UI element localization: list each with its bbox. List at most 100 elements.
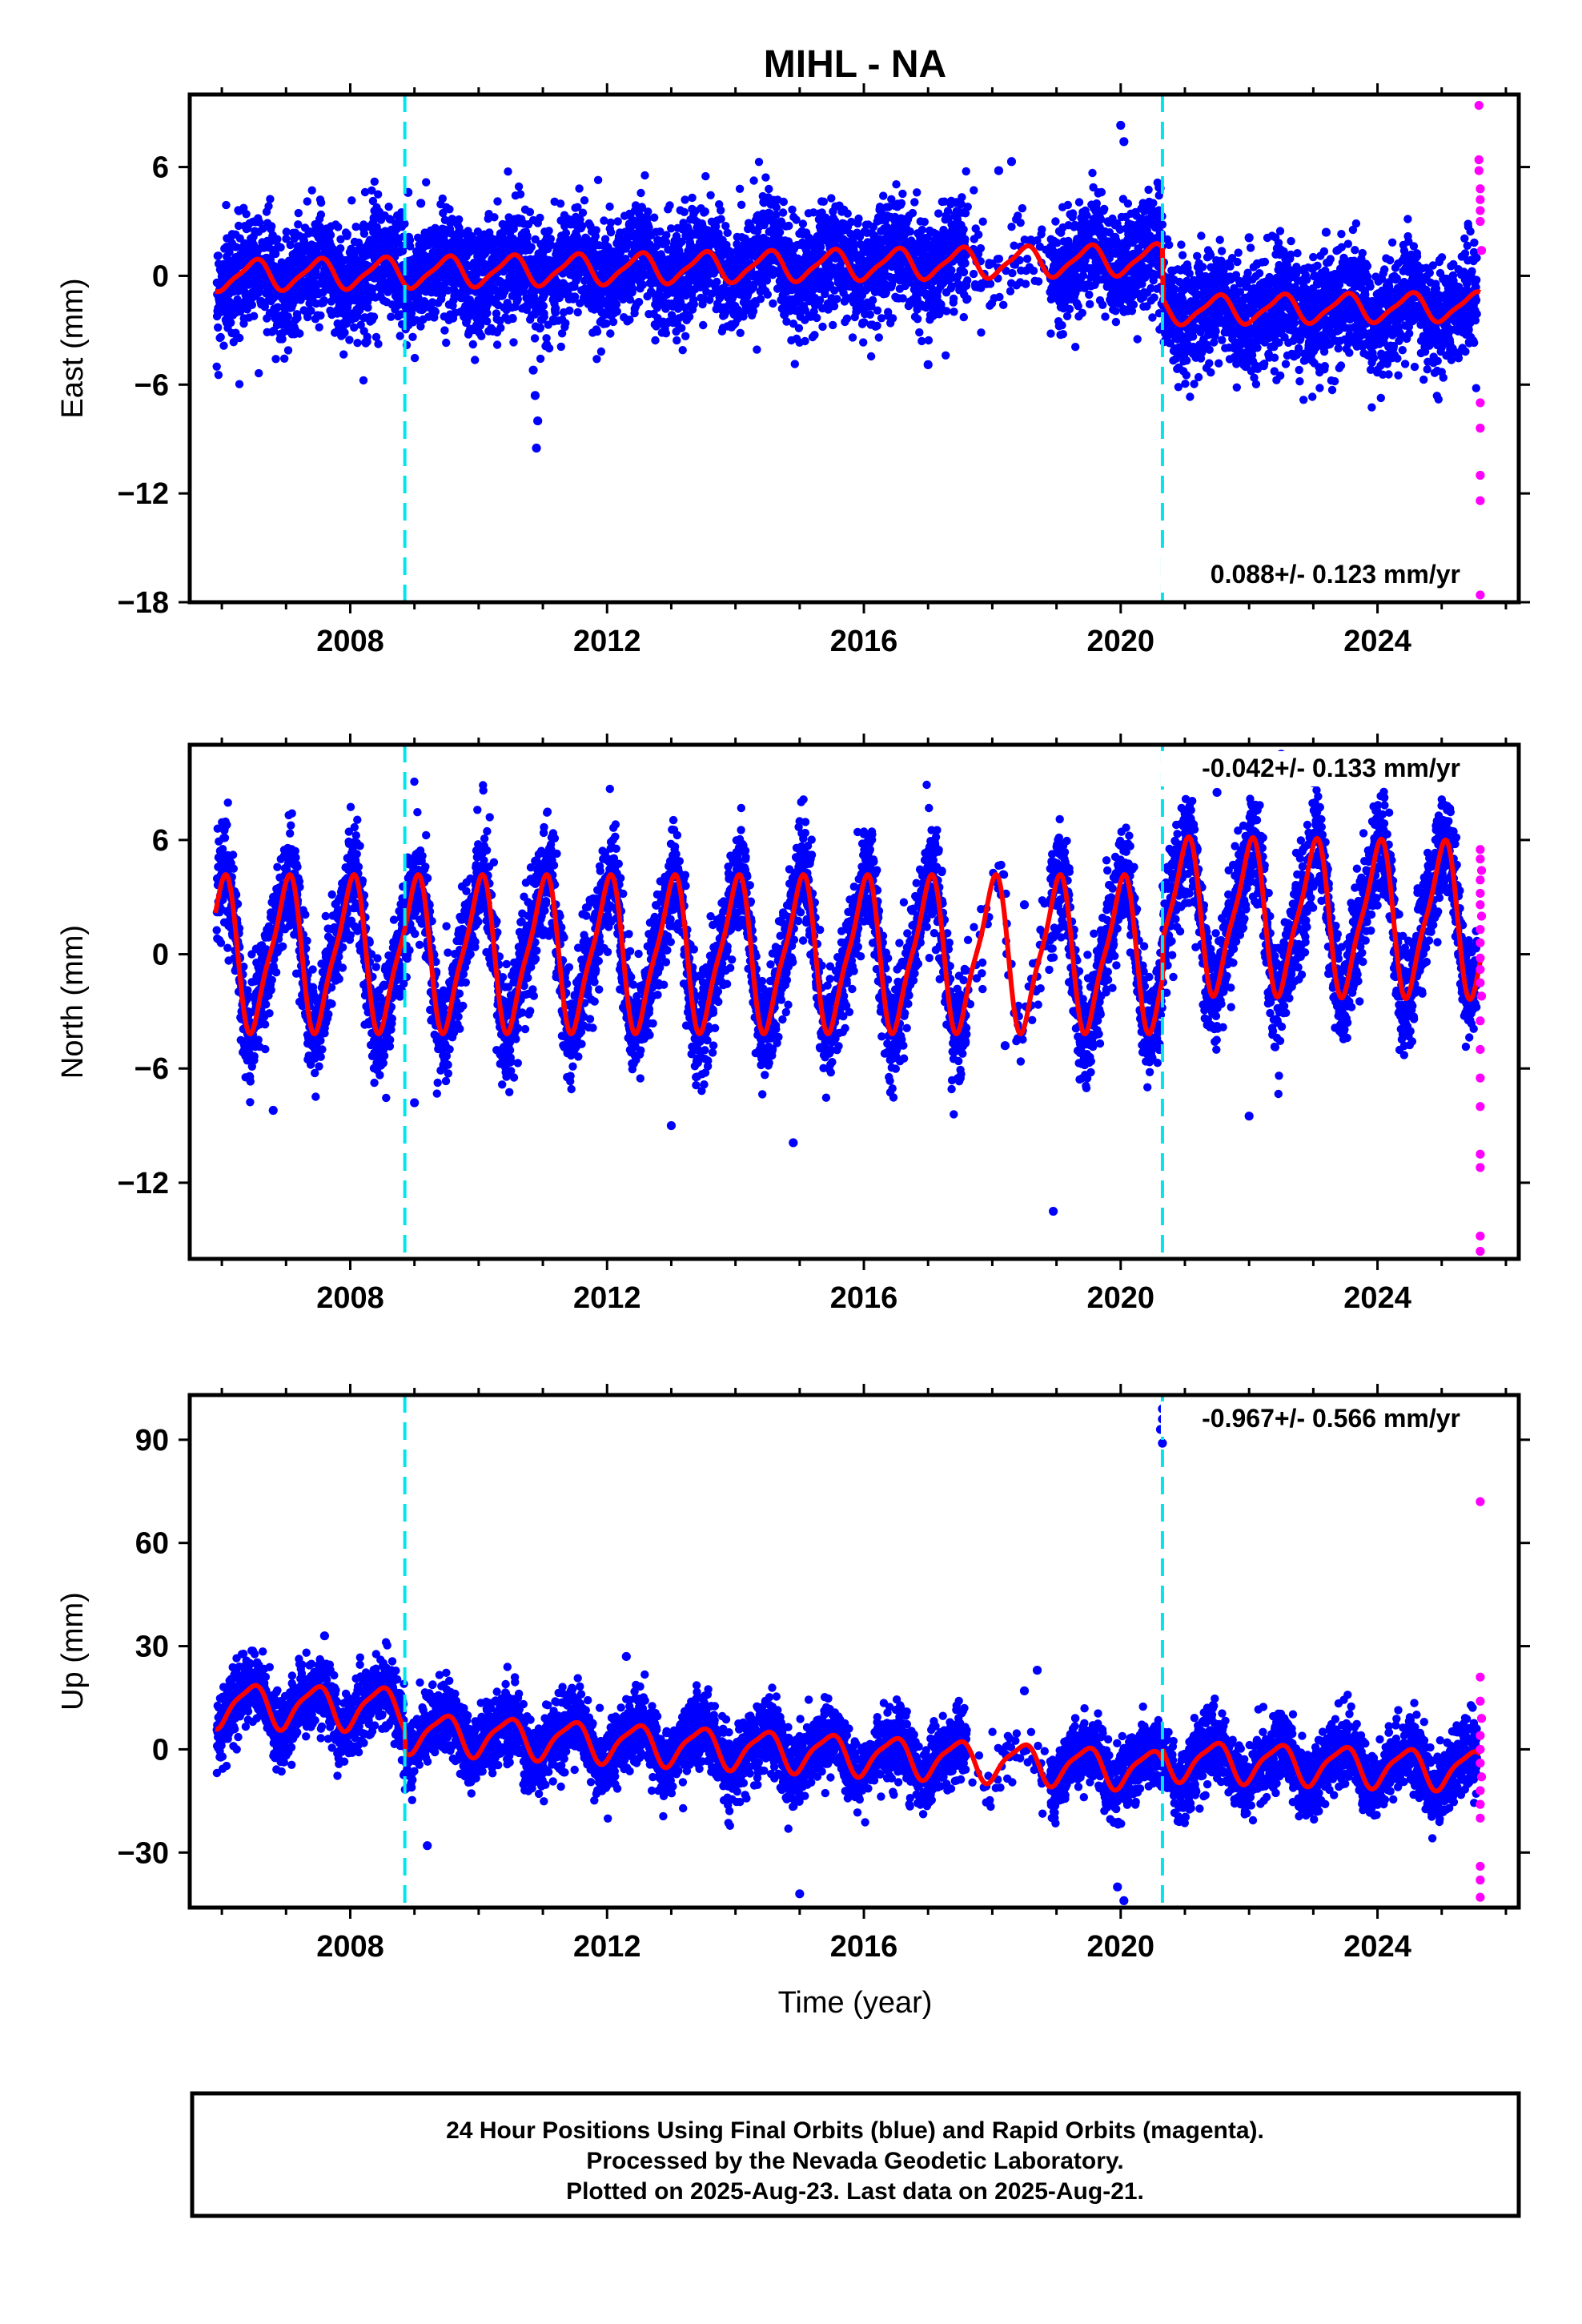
final-orbit-point xyxy=(592,226,600,235)
final-orbit-point xyxy=(910,198,919,207)
final-orbit-point xyxy=(765,184,773,194)
final-orbit-point xyxy=(307,186,316,195)
final-orbit-point xyxy=(273,303,283,312)
final-orbit-point xyxy=(259,224,267,233)
final-orbit-point xyxy=(527,243,536,251)
final-orbit-point xyxy=(525,207,535,216)
final-orbit-point xyxy=(1133,335,1142,344)
final-orbit-point xyxy=(681,195,689,204)
final-orbit-point xyxy=(606,329,615,338)
final-orbit-point xyxy=(316,210,326,219)
final-orbit-point xyxy=(368,196,378,206)
final-orbit-point xyxy=(1029,266,1038,275)
final-orbit-point xyxy=(367,186,376,195)
final-orbit-point xyxy=(977,328,986,337)
final-orbit-point xyxy=(266,195,275,203)
final-orbit-point xyxy=(1085,290,1094,300)
final-orbit-point xyxy=(1065,304,1074,314)
final-orbit-point xyxy=(235,333,244,343)
final-orbit-point xyxy=(749,307,758,316)
final-orbit-point xyxy=(1101,312,1110,321)
final-orbit-point xyxy=(677,324,686,332)
final-orbit-point xyxy=(509,338,518,347)
final-orbit-point xyxy=(214,251,223,260)
final-orbit-point xyxy=(516,190,525,199)
final-orbit-point xyxy=(229,338,238,347)
final-orbit-point xyxy=(958,193,966,202)
final-orbit-point xyxy=(685,312,694,321)
final-orbit-point xyxy=(1078,308,1087,317)
final-orbit-point xyxy=(294,208,303,218)
final-orbit-point xyxy=(888,314,897,323)
final-orbit-point xyxy=(643,214,652,223)
final-orbit-point xyxy=(1150,293,1158,302)
final-orbit-point xyxy=(591,231,600,241)
final-orbit-point xyxy=(978,217,987,226)
final-orbit-point xyxy=(578,208,588,217)
final-orbit-point xyxy=(605,202,614,211)
final-orbit-point xyxy=(576,215,584,224)
final-orbit-point xyxy=(280,354,289,363)
final-orbit-point xyxy=(651,336,660,345)
final-orbit-point xyxy=(999,300,1008,309)
final-orbit-point xyxy=(477,332,486,340)
final-orbit-point xyxy=(865,310,875,319)
final-orbit-point xyxy=(282,227,291,236)
final-orbit-point xyxy=(723,228,732,237)
final-orbit-point xyxy=(374,190,383,199)
final-orbit-point xyxy=(1071,343,1080,352)
final-orbit-point xyxy=(892,180,901,189)
final-orbit-point xyxy=(561,319,570,328)
final-orbit-point xyxy=(544,227,553,235)
final-orbit-point xyxy=(606,227,616,237)
final-orbit-point xyxy=(513,295,522,304)
final-orbit-point xyxy=(445,205,454,214)
final-orbit-point xyxy=(387,312,396,321)
final-orbit-point xyxy=(592,355,601,364)
final-orbit-point xyxy=(1058,330,1068,339)
final-orbit-point xyxy=(556,199,565,208)
final-orbit-point xyxy=(600,216,608,225)
final-orbit-point xyxy=(756,295,765,304)
final-orbit-point xyxy=(340,328,349,337)
final-orbit-point xyxy=(779,197,788,207)
final-orbit-point xyxy=(736,328,745,337)
final-orbit-point xyxy=(754,158,764,167)
final-orbit-point xyxy=(278,335,287,344)
final-orbit-point xyxy=(961,235,970,243)
final-orbit-point xyxy=(1046,329,1055,338)
final-orbit-point xyxy=(471,356,480,364)
final-orbit-point xyxy=(913,315,922,324)
final-orbit-point xyxy=(212,362,221,371)
final-orbit-point xyxy=(283,312,292,321)
final-orbit-point xyxy=(873,306,882,315)
final-orbit-point xyxy=(303,197,311,206)
final-orbit-point xyxy=(801,336,809,346)
final-orbit-point xyxy=(350,323,359,332)
final-orbit-point xyxy=(448,215,457,224)
final-orbit-point xyxy=(1129,300,1138,309)
final-orbit-point xyxy=(271,355,280,364)
final-orbit-point xyxy=(556,342,565,352)
final-orbit-point xyxy=(810,331,819,340)
final-orbit-point xyxy=(360,187,370,197)
final-orbit-point xyxy=(216,332,225,342)
final-orbit-point xyxy=(247,300,256,309)
final-orbit-point xyxy=(407,309,416,318)
final-orbit-point xyxy=(717,215,725,223)
final-orbit-point xyxy=(1158,220,1167,229)
final-orbit-point xyxy=(613,217,622,226)
final-orbit-point xyxy=(294,220,303,229)
final-orbit-point xyxy=(833,295,841,304)
final-orbit-point xyxy=(1062,312,1072,320)
final-orbit-point xyxy=(530,334,540,343)
final-orbit-point xyxy=(343,230,351,239)
final-orbit-point xyxy=(962,167,970,176)
final-orbit-point xyxy=(1068,209,1078,218)
final-orbit-point xyxy=(798,219,808,228)
final-orbit-point xyxy=(235,380,244,388)
final-orbit-point xyxy=(396,332,404,340)
final-orbit-point xyxy=(540,312,548,321)
final-orbit-point xyxy=(539,301,548,311)
final-orbit-point xyxy=(351,223,360,231)
